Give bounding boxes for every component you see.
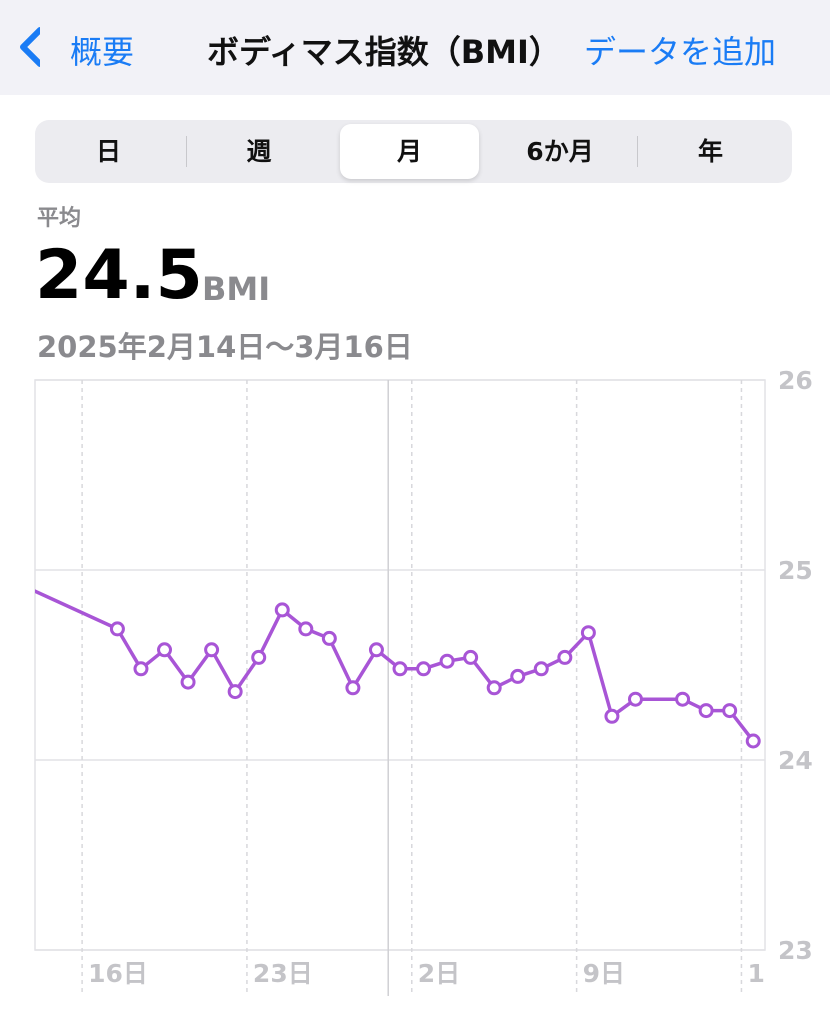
x-tick-label: 23日 <box>253 959 313 988</box>
data-point <box>416 661 432 677</box>
data-point <box>274 602 290 618</box>
back-button[interactable]: 概要 <box>70 33 135 71</box>
y-tick-label: 26 <box>778 366 813 395</box>
x-tick-label: 16日 <box>88 959 148 988</box>
data-point <box>533 661 549 677</box>
data-point <box>345 680 361 696</box>
segment[interactable]: 日 <box>95 137 121 166</box>
data-point <box>557 649 573 665</box>
segment[interactable]: 月 <box>340 124 479 179</box>
y-tick-label: 23 <box>778 936 813 965</box>
plot-frame <box>34 379 766 951</box>
series-line <box>35 589 755 743</box>
data-point <box>321 630 337 646</box>
x-tick-label: 2日 <box>418 959 460 988</box>
separator <box>637 136 638 167</box>
segment[interactable]: 週 <box>246 137 272 166</box>
avg-label: 平均 <box>37 206 82 231</box>
data-point <box>604 708 620 724</box>
data-point <box>675 691 691 707</box>
nav-bar: 概要 ボディマス指数（BMI） データを追加 <box>0 0 830 95</box>
separator <box>185 136 187 167</box>
data-point <box>627 691 643 707</box>
segment[interactable]: 年 <box>697 137 723 166</box>
x-tick-label: 9日 <box>583 959 625 988</box>
data-point <box>109 621 125 637</box>
data-point <box>157 642 173 658</box>
data-point <box>510 668 526 684</box>
data-point <box>745 733 761 749</box>
avg-unit: BMI <box>202 270 271 308</box>
data-point <box>463 649 479 665</box>
y-tick-label: 25 <box>778 556 813 585</box>
data-point <box>486 680 502 696</box>
segmented-control: 日 週 月 6か月 年 <box>35 120 792 183</box>
data-point <box>251 649 267 665</box>
data-point <box>722 703 738 719</box>
data-point <box>204 642 220 658</box>
data-point <box>133 661 149 677</box>
data-point <box>580 625 596 641</box>
data-point <box>698 703 714 719</box>
nav-title: ボディマス指数（BMI） <box>207 33 561 71</box>
data-point <box>368 642 384 658</box>
data-point <box>392 661 408 677</box>
segment[interactable]: 6か月 <box>526 137 594 166</box>
data-point <box>298 621 314 637</box>
data-point <box>439 653 455 669</box>
add-data-button[interactable]: データを追加 <box>584 33 777 71</box>
x-tick-label: 1 <box>747 959 764 988</box>
avg-value: 24.5 <box>35 236 203 315</box>
data-point <box>227 684 243 700</box>
back-chevron[interactable] <box>0 0 40 95</box>
data-point <box>180 674 196 690</box>
y-tick-label: 24 <box>778 746 813 775</box>
date-range: 2025年2月14日～3月16日 <box>37 330 413 364</box>
